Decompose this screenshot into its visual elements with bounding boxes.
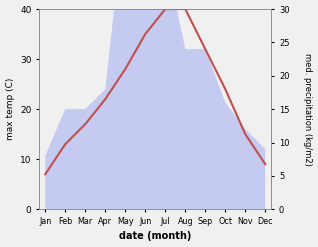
X-axis label: date (month): date (month) (119, 231, 191, 242)
Y-axis label: max temp (C): max temp (C) (5, 78, 15, 140)
Y-axis label: med. precipitation (kg/m2): med. precipitation (kg/m2) (303, 53, 313, 165)
